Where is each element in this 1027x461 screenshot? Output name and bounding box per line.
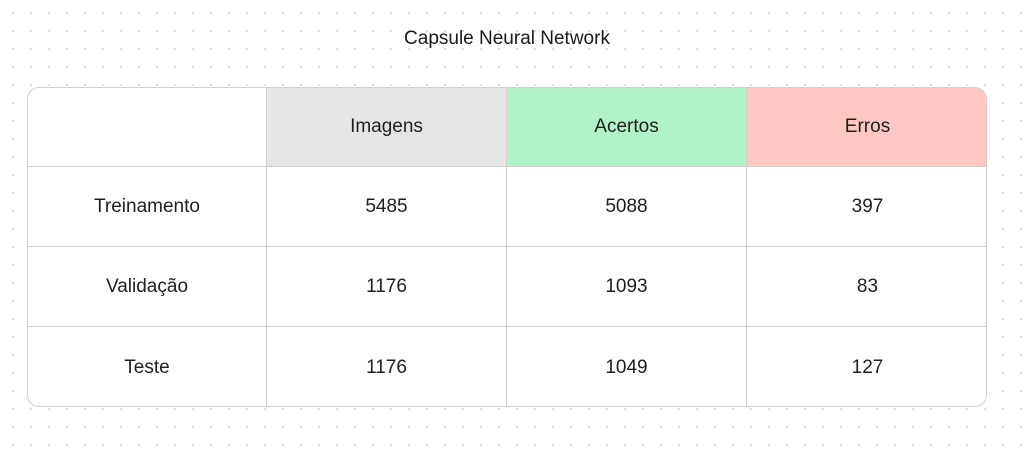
column-header-imagens: Imagens [267,88,507,167]
table-cell: 5485 [267,167,507,247]
table-cell: 1176 [267,327,507,406]
table-cell: 397 [747,167,986,247]
table-cell: 1093 [507,247,747,327]
table-cell: 1176 [267,247,507,327]
table-cell: 83 [747,247,986,327]
row-label-validacao: Validação [28,247,267,327]
table-title: Capsule Neural Network [404,28,610,49]
row-label-treinamento: Treinamento [28,167,267,247]
table-cell: 1049 [507,327,747,406]
table-cell: 127 [851,356,884,378]
column-header-erros: Erros [747,88,986,167]
row-label-teste: Teste [28,327,267,406]
header-corner-cell [28,88,267,167]
column-header-acertos: Acertos [507,88,747,167]
results-table: Imagens Acertos Erros Treinamento 5485 5… [27,87,987,407]
table-cell: 5088 [507,167,747,247]
